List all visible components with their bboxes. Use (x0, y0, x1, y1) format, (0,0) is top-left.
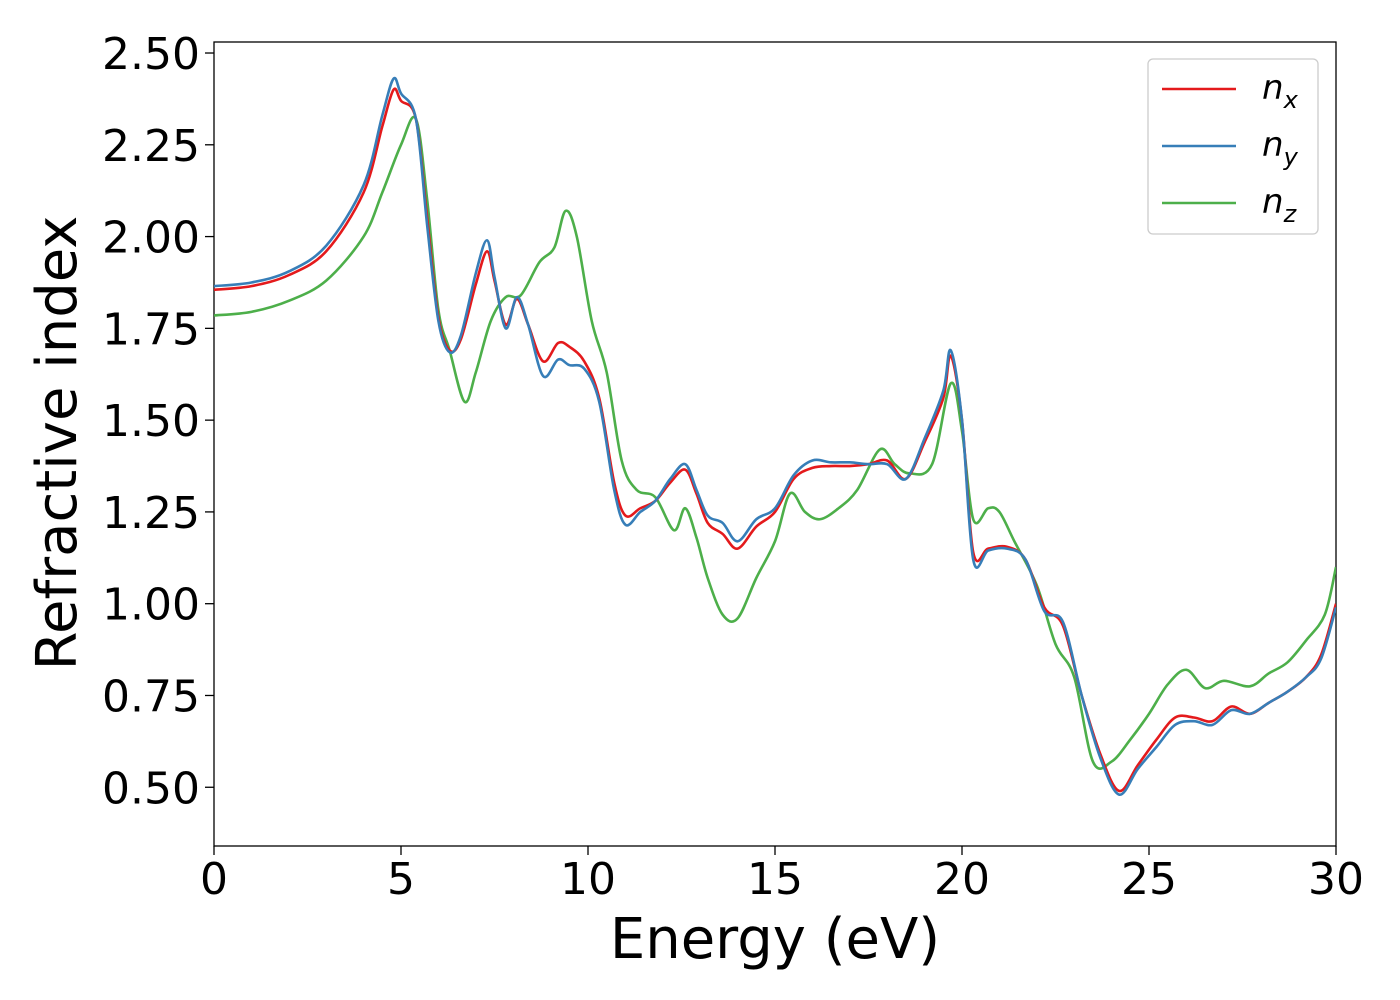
legend-label-base: n (1262, 125, 1284, 165)
y-tick-label: 0.75 (102, 671, 200, 722)
legend-label-nx: nx (1262, 68, 1299, 114)
series-line-ny (214, 76, 1336, 796)
y-tick-label: 2.25 (102, 121, 200, 172)
series-line-nx (214, 87, 1336, 793)
y-tick-label: 1.25 (102, 488, 200, 539)
series-lines (214, 76, 1336, 796)
y-tick-label: 1.75 (102, 304, 200, 355)
legend-label-base: n (1262, 182, 1284, 222)
legend-label-ny: ny (1262, 125, 1299, 171)
legend-label-subscript: z (1283, 200, 1298, 228)
y-axis-label: Refractive index (25, 216, 90, 671)
x-tick-label: 5 (387, 854, 415, 905)
y-tick-label: 0.50 (102, 763, 200, 814)
legend-label-base: n (1262, 68, 1284, 108)
x-tick-label: 0 (200, 854, 228, 905)
legend-label-subscript: x (1283, 86, 1299, 114)
x-tick-label: 10 (560, 854, 616, 905)
y-tick-label: 1.00 (102, 580, 200, 631)
series-line-nz (214, 115, 1336, 770)
legend-label-subscript: y (1283, 143, 1299, 171)
x-tick-label: 30 (1308, 854, 1364, 905)
y-tick-label: 1.50 (102, 396, 200, 447)
x-axis-ticks: 0 5 10 15 20 25 30 (200, 846, 1364, 905)
x-tick-label: 15 (747, 854, 803, 905)
x-tick-label: 25 (1121, 854, 1177, 905)
x-tick-label: 20 (934, 854, 990, 905)
x-axis-label: Energy (eV) (610, 907, 940, 972)
y-tick-label: 2.00 (102, 213, 200, 264)
y-axis-ticks: 0.50 0.75 1.00 1.25 1.50 1.75 2.00 2.25 2.50 (102, 29, 214, 814)
legend-label-nz: nz (1262, 182, 1298, 228)
y-tick-label: 2.50 (102, 29, 200, 80)
